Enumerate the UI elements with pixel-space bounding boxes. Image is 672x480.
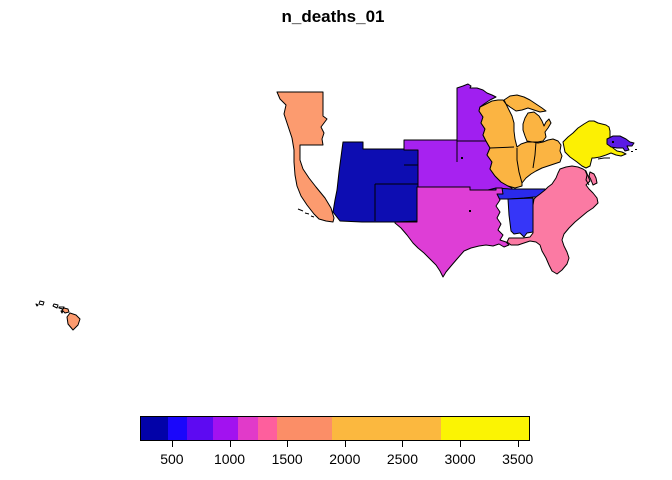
hawaii-islands xyxy=(35,300,81,331)
legend-tick-label: 500 xyxy=(160,451,184,467)
hawaii-maui xyxy=(61,307,70,314)
legend-segment xyxy=(238,417,259,440)
legend-tick xyxy=(517,440,519,447)
legend-segment xyxy=(277,417,333,440)
state-group-wisconsin-illinois-indiana-ohio xyxy=(478,99,563,189)
marker-iowa xyxy=(461,157,463,159)
legend-tick xyxy=(344,440,346,447)
hawaii-molokai xyxy=(58,306,65,310)
legend-segment xyxy=(187,417,214,440)
marker-marthas-vineyard xyxy=(635,149,637,150)
state-california xyxy=(276,91,335,223)
state-group-midwest xyxy=(478,94,563,189)
delmarva-peninsula xyxy=(588,171,598,186)
state-group-four-corners xyxy=(332,141,419,223)
legend-tick xyxy=(229,440,231,447)
hawaii-niihau xyxy=(35,303,39,307)
legend-segment xyxy=(141,417,169,440)
hawaii-oahu xyxy=(52,303,59,309)
legend-tick-label: 2500 xyxy=(386,451,418,467)
state-new-york xyxy=(562,120,627,169)
marker-nantucket xyxy=(631,151,633,152)
legend-segment xyxy=(440,417,529,440)
plot-title: n_deaths_01 xyxy=(281,7,385,26)
legend-tick xyxy=(171,440,173,447)
state-group-south-central xyxy=(394,186,510,278)
hawaii-kauai xyxy=(38,300,45,306)
legend-tick xyxy=(460,440,462,447)
legend-tick-label: 1500 xyxy=(271,451,303,467)
marker-texas xyxy=(469,210,471,212)
state-massachusetts xyxy=(606,135,635,152)
state-alabama xyxy=(507,197,534,238)
legend-segment xyxy=(168,417,188,440)
legend-segment xyxy=(258,417,278,440)
state-michigan-upper-peninsula xyxy=(503,94,547,113)
chesapeake-bay-outline xyxy=(584,169,590,186)
state-border-midwest xyxy=(489,141,537,184)
legend-tick-label: 1000 xyxy=(213,451,246,467)
long-island-outline xyxy=(597,157,610,160)
state-michigan-lower-peninsula xyxy=(522,111,552,143)
legend-tick-label: 3500 xyxy=(502,451,534,467)
hawaii-lanai xyxy=(60,310,64,314)
legend-segment xyxy=(332,417,441,440)
state-border-central-plains xyxy=(404,141,458,166)
legend-tick-label: 2000 xyxy=(329,451,361,467)
channel-islands xyxy=(297,208,315,218)
legend-ticks: 500 1000 1500 2000 2500 3000 3500 xyxy=(141,440,533,476)
state-border-four-corners xyxy=(374,183,418,221)
legend-tick-label: 3000 xyxy=(444,451,476,467)
hawaii-big-island xyxy=(66,312,81,331)
marker-massachusetts xyxy=(612,141,614,143)
legend-tick xyxy=(287,440,289,447)
state-group-southeast-coast xyxy=(506,165,599,275)
legend-colorbar xyxy=(140,416,530,441)
legend-segment xyxy=(213,417,239,440)
point-markers xyxy=(461,141,637,212)
legend-tick xyxy=(402,440,404,447)
